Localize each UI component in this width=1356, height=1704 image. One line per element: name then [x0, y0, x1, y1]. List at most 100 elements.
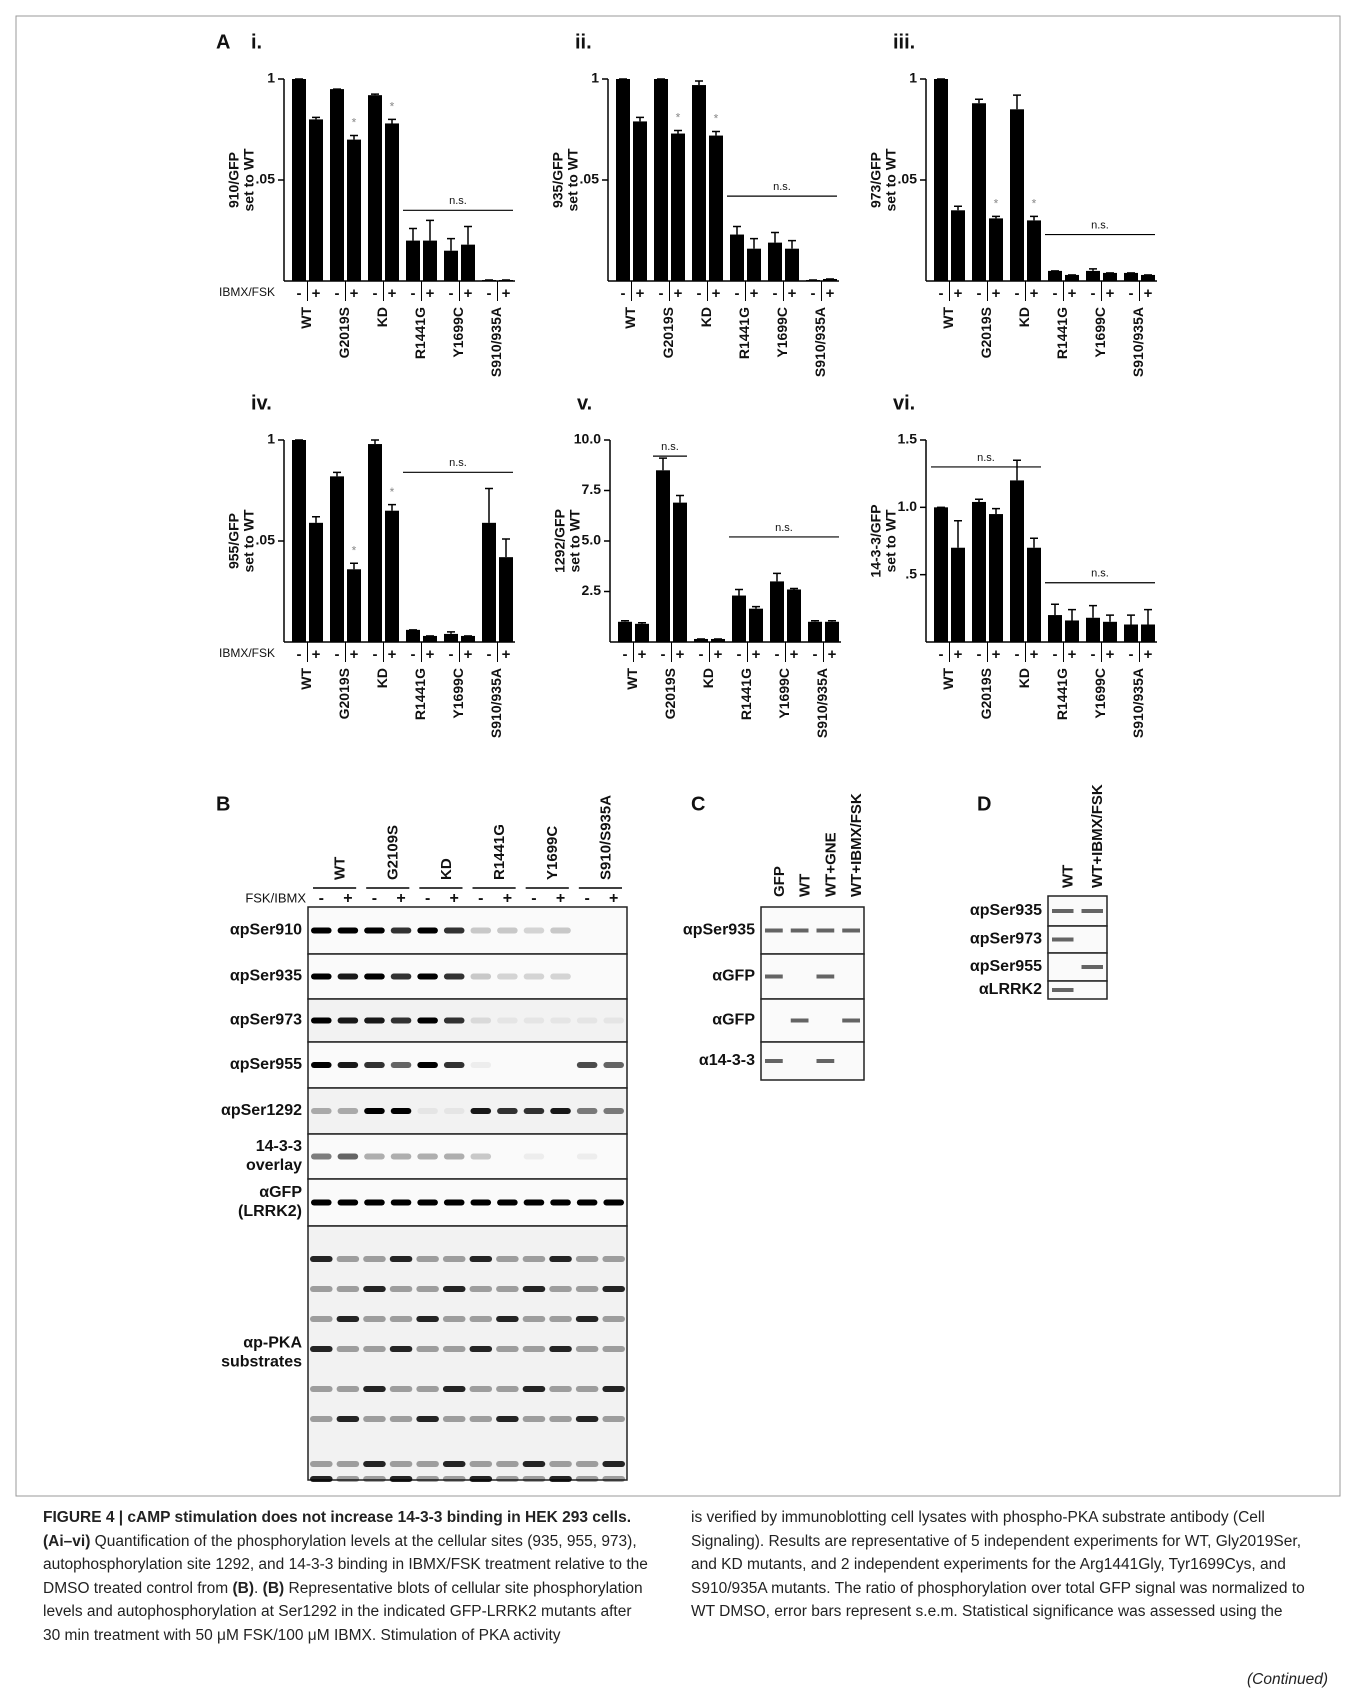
- lane-label: +: [503, 890, 512, 907]
- x-tick-label: -: [813, 646, 818, 663]
- ns-label: n.s.: [773, 181, 791, 193]
- bar: [1065, 275, 1079, 281]
- bar: [1027, 220, 1041, 281]
- blot-band: [496, 1346, 519, 1352]
- blot-band: [471, 1200, 492, 1206]
- significance-star: *: [1032, 197, 1037, 211]
- lane-label: -: [584, 890, 589, 907]
- blot-band: [470, 1461, 493, 1467]
- blot-band: [443, 1461, 466, 1467]
- y-axis-label: set to WT: [241, 509, 257, 572]
- blot-band: [524, 1154, 545, 1160]
- blot-band: [496, 1316, 519, 1322]
- ns-label: n.s.: [977, 452, 995, 464]
- blot-band: [576, 1476, 599, 1482]
- blot-band: [311, 928, 332, 934]
- blot-band: [470, 1386, 493, 1392]
- significance-star: *: [352, 116, 357, 130]
- group-label: Y1699C: [776, 668, 792, 719]
- blot-band: [577, 1154, 598, 1160]
- y-tick-label: 5.0: [582, 532, 602, 548]
- x-tick-label: -: [297, 646, 302, 663]
- bar: [1141, 275, 1155, 281]
- blot-band: [523, 1476, 546, 1482]
- x-tick-label: -: [335, 285, 340, 302]
- error-bar: [1144, 610, 1152, 625]
- bar: [292, 440, 306, 642]
- blot-band: [416, 1346, 439, 1352]
- x-tick-label: +: [1030, 285, 1039, 302]
- blot-band: [471, 1062, 492, 1068]
- caption-left: FIGURE 4 | cAMP stimulation does not inc…: [43, 1506, 653, 1647]
- lane-label: GFP: [771, 866, 788, 897]
- blot-band: [603, 1018, 624, 1024]
- blot-band: [603, 1062, 624, 1068]
- group-label: KD: [1016, 668, 1032, 688]
- blot-band: [602, 1476, 625, 1482]
- error-bar: [447, 239, 455, 251]
- blot-band: [310, 1316, 333, 1322]
- blot-band: [364, 928, 385, 934]
- x-tick-label: -: [1129, 646, 1134, 663]
- bar: [1010, 480, 1024, 642]
- error-bar: [485, 488, 493, 522]
- blot-band: [550, 1200, 571, 1206]
- y-axis-label: set to WT: [241, 148, 257, 211]
- x-tick-label: +: [636, 285, 645, 302]
- x-tick-label: +: [992, 646, 1001, 663]
- bar: [951, 548, 965, 642]
- lane-label: WT+GNE: [822, 832, 839, 897]
- bar: [951, 210, 965, 281]
- blot-band: [524, 1018, 545, 1024]
- x-tick-label: -: [977, 646, 982, 663]
- blot-band: [391, 1018, 412, 1024]
- blot-band: [310, 1476, 333, 1482]
- error-bar: [992, 216, 1000, 218]
- x-tick-label: +: [714, 646, 723, 663]
- bar: [770, 581, 784, 642]
- caption-text: .: [254, 1580, 263, 1597]
- blot-row-label: αpSer910: [230, 922, 302, 939]
- y-axis-label: 1292/GFP: [552, 509, 568, 573]
- blot-band: [390, 1256, 413, 1262]
- blot-band: [310, 1461, 333, 1467]
- blot-band: [338, 1018, 359, 1024]
- error-bar: [1106, 615, 1114, 622]
- blot-group-label: WT: [332, 857, 349, 880]
- error-bar: [1030, 216, 1038, 220]
- caption-text: (B): [233, 1580, 255, 1597]
- blot-band: [338, 1108, 359, 1114]
- blot-band: [549, 1416, 572, 1422]
- x-tick-label: -: [297, 285, 302, 302]
- page: {"panel_a_label": "A", "chart_data": [ {…: [0, 0, 1356, 1704]
- bar: [309, 119, 323, 281]
- bar: [1027, 548, 1041, 642]
- panel-label: ii.: [575, 31, 592, 53]
- error-bar: [1089, 269, 1097, 271]
- y-tick-label: 1: [267, 70, 275, 86]
- group-label: G2019S: [336, 307, 352, 358]
- blot-band: [523, 1386, 546, 1392]
- blot-band: [391, 928, 412, 934]
- error-bar: [371, 94, 379, 95]
- x-tick-label: +: [312, 646, 321, 663]
- error-bar: [388, 119, 396, 123]
- y-tick-label: 10.0: [574, 431, 601, 447]
- panel-letter: B: [216, 793, 230, 815]
- blot-band: [765, 1059, 783, 1063]
- x-tick-label: +: [350, 285, 359, 302]
- x-tick-label: -: [1129, 285, 1134, 302]
- blot-band: [443, 1476, 466, 1482]
- bar: [934, 507, 948, 642]
- blot-band: [390, 1316, 413, 1322]
- bar: [972, 502, 986, 642]
- bar: [732, 596, 746, 642]
- blot-row-label: α14-3-3: [699, 1052, 755, 1069]
- blot-band: [444, 1154, 465, 1160]
- lane-label: +: [450, 890, 459, 907]
- blot-band: [549, 1476, 572, 1482]
- bar: [972, 103, 986, 281]
- blot-band: [363, 1416, 386, 1422]
- bar: [385, 123, 399, 281]
